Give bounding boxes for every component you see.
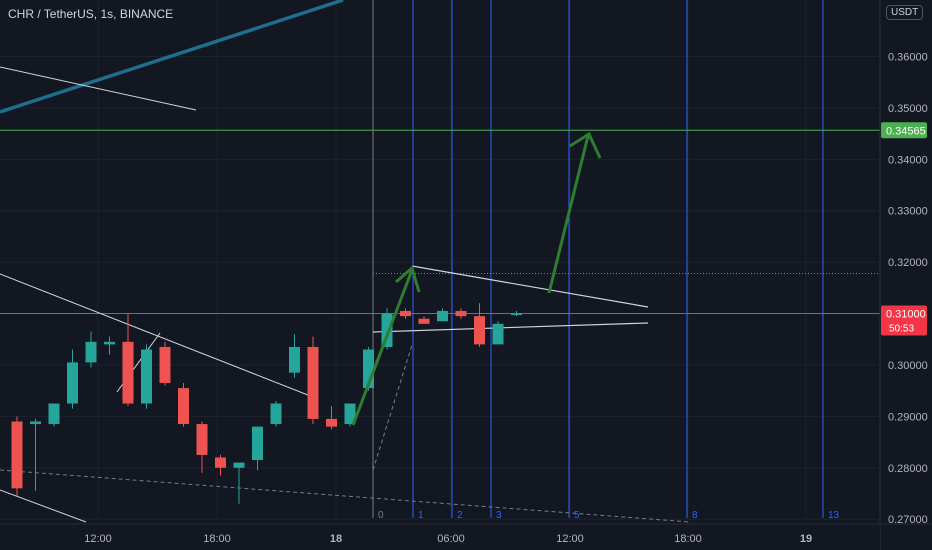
target-price-text: 0.34565 bbox=[886, 125, 926, 137]
candle-body bbox=[215, 457, 226, 468]
candle-body bbox=[233, 462, 245, 468]
trend-line bbox=[0, 489, 87, 523]
price-axis-tick: 0.34000 bbox=[888, 154, 928, 166]
fib-time-zone-label: 1 bbox=[418, 510, 424, 521]
candle-body bbox=[474, 316, 485, 345]
fib-time-zone-label: 13 bbox=[828, 510, 840, 521]
candle-body bbox=[159, 346, 171, 383]
target-price-label bbox=[881, 122, 927, 139]
candle-body bbox=[85, 341, 97, 363]
price-axis-tick: 0.36000 bbox=[888, 52, 928, 64]
candle-body bbox=[141, 349, 152, 404]
projection-arrow-line bbox=[351, 269, 414, 426]
candle-body bbox=[492, 323, 504, 345]
projection-arrow-head bbox=[569, 131, 602, 159]
projection-arrow-line bbox=[547, 135, 590, 294]
candle-body bbox=[30, 421, 41, 425]
candle-body bbox=[289, 346, 300, 373]
price-axis-tick: 0.32000 bbox=[888, 257, 928, 269]
candle-body bbox=[511, 313, 522, 316]
trend-line bbox=[0, 273, 314, 398]
candle-body bbox=[400, 310, 411, 317]
candle-body bbox=[122, 341, 134, 404]
trend-line-blue bbox=[0, 0, 344, 114]
time-axis-tick: 18:00 bbox=[674, 533, 702, 545]
candle-body bbox=[344, 403, 356, 425]
fib-time-zone-label: 5 bbox=[574, 510, 580, 521]
dashed-channel-line bbox=[0, 469, 691, 523]
candle-body bbox=[455, 310, 467, 317]
current-price-label bbox=[881, 305, 927, 336]
price-axis-tick: 0.27000 bbox=[888, 514, 928, 526]
currency-badge[interactable]: USDT bbox=[886, 5, 924, 20]
fib-time-zone-label: 0 bbox=[378, 510, 384, 521]
candle-body bbox=[196, 424, 208, 455]
candle-body bbox=[252, 426, 263, 461]
time-axis-tick: 06:00 bbox=[437, 533, 465, 545]
current-price-text: 0.31000 bbox=[886, 309, 926, 321]
candle-body bbox=[437, 310, 448, 322]
trend-line bbox=[0, 66, 197, 111]
time-axis-tick: 12:00 bbox=[84, 533, 112, 545]
candle-body bbox=[381, 313, 393, 347]
price-axis bbox=[880, 0, 932, 550]
fib-time-zone-label: 2 bbox=[457, 510, 463, 521]
candle-body bbox=[307, 346, 319, 419]
candle-body bbox=[326, 418, 337, 427]
candle-body bbox=[363, 349, 374, 389]
time-axis-tick: 12:00 bbox=[556, 533, 584, 545]
price-axis-tick: 0.29000 bbox=[888, 411, 928, 423]
candle-body bbox=[270, 403, 282, 425]
candle-body bbox=[48, 403, 60, 425]
price-axis-tick: 0.33000 bbox=[888, 206, 928, 218]
price-axis-tick: 0.28000 bbox=[888, 463, 928, 475]
bar-countdown-text: 50:53 bbox=[889, 324, 914, 335]
triangle-lower-line bbox=[372, 322, 649, 333]
time-axis bbox=[0, 524, 880, 550]
time-axis-tick: 18:00 bbox=[203, 533, 231, 545]
fib-time-zone-label: 3 bbox=[496, 510, 502, 521]
candle-body bbox=[418, 318, 430, 324]
time-axis-tick: 18 bbox=[330, 533, 342, 545]
symbol-title: CHR / TetherUS, 1s, BINANCE bbox=[8, 7, 174, 21]
fib-time-zone-label: 8 bbox=[692, 510, 698, 521]
candle-body bbox=[67, 362, 78, 404]
time-axis-tick: 19 bbox=[800, 533, 812, 545]
candle-body bbox=[178, 388, 189, 425]
triangle-upper-line bbox=[411, 265, 649, 308]
dashed-channel-line bbox=[372, 344, 413, 471]
projection-arrow-head bbox=[395, 265, 421, 293]
price-axis-tick: 0.30000 bbox=[888, 360, 928, 372]
candle-body bbox=[11, 421, 23, 489]
price-axis-tick: 0.35000 bbox=[888, 103, 928, 115]
candle-body bbox=[104, 341, 115, 345]
